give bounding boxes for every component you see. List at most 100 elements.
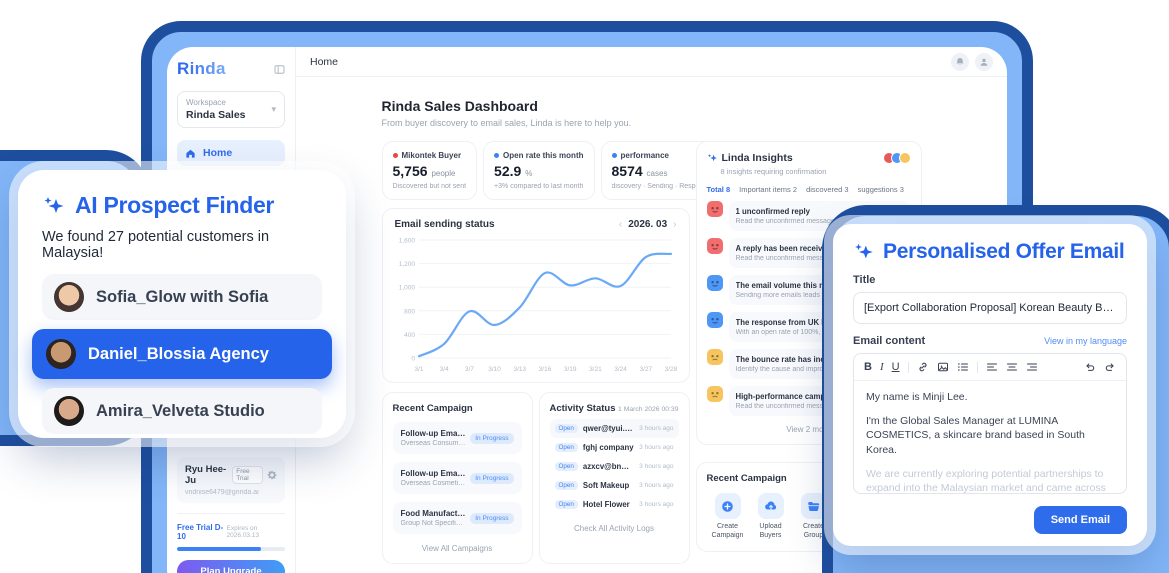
- align-right-button[interactable]: [1026, 361, 1038, 373]
- insights-tab-discovered[interactable]: discovered 3: [806, 185, 849, 194]
- bold-button[interactable]: B: [864, 360, 872, 373]
- activity-row[interactable]: Open Hotel Flower 3 hours ago: [550, 495, 679, 514]
- title-field-label: Title: [853, 274, 876, 286]
- insights-subtitle: 8 insights requiring confirmation: [720, 167, 827, 176]
- prospect-result-item[interactable]: Sofia_Glow with Sofia: [42, 274, 322, 320]
- campaign-list-item[interactable]: Follow-up Email for... Overseas Cosmetic…: [392, 462, 522, 494]
- status-badge: In Progress: [470, 432, 514, 444]
- svg-text:3/4: 3/4: [439, 366, 448, 373]
- account-button[interactable]: [975, 52, 993, 71]
- chevron-down-icon: ▾: [271, 104, 276, 114]
- check-activity-logs-link[interactable]: Check All Activity Logs: [573, 524, 655, 533]
- email-body-textarea[interactable]: My name is Minji Lee. I'm the Global Sal…: [854, 381, 1126, 493]
- yellow-emoji-icon: [898, 152, 911, 164]
- link-button[interactable]: [917, 361, 929, 373]
- stat-card-mikontek-buyer[interactable]: Mikontek Buyer 5,756 people Discovered b…: [381, 141, 478, 200]
- plus-circle-icon: [722, 500, 733, 512]
- email-paragraph: I'm the Global Sales Manager at LUMINA C…: [866, 414, 1085, 457]
- chart-title: Email sending status: [394, 219, 495, 230]
- redo-button[interactable]: [1104, 361, 1116, 373]
- stat-cards: Mikontek Buyer 5,756 people Discovered b…: [381, 141, 722, 200]
- view-all-campaigns-link[interactable]: View All Campaigns: [421, 544, 493, 553]
- card-title: Recent Campaign: [706, 473, 787, 484]
- email-title-input[interactable]: [Export Collaboration Proposal] Korean B…: [853, 292, 1127, 324]
- prospect-result-item[interactable]: Amira_Velveta Studio: [42, 388, 322, 434]
- sidebar-item-home[interactable]: Home: [177, 140, 285, 166]
- folder-icon: [808, 501, 820, 511]
- prospect-finder-title: AI Prospect Finder: [75, 192, 275, 218]
- emoji-face-icon: [706, 349, 723, 365]
- sidebar-collapse-icon[interactable]: [274, 64, 285, 75]
- emoji-face-icon: [706, 238, 723, 254]
- prospect-result-item-selected[interactable]: Daniel_Blossia Agency: [32, 329, 332, 379]
- insights-tab-suggestions[interactable]: suggestions 3: [857, 185, 904, 194]
- personalised-offer-email-popup: Personalised Offer Email Title [Export C…: [833, 224, 1147, 546]
- upload-buyers-button[interactable]: Upload Buyers: [750, 493, 792, 541]
- status-dot: [494, 153, 500, 158]
- status-badge: In Progress: [470, 472, 514, 484]
- campaign-list-item[interactable]: Follow-up Email for... Overseas Consumer…: [392, 422, 522, 454]
- campaign-desc: Overseas Cosmetics Re...: [400, 480, 467, 487]
- insights-tab-important[interactable]: Important items 2: [739, 185, 798, 194]
- email-paragraph: My name is Minji Lee.: [866, 391, 968, 403]
- breadcrumb[interactable]: Home: [310, 55, 339, 68]
- campaign-title: Food Manufacturing...: [400, 509, 467, 518]
- stat-unit: %: [525, 169, 533, 178]
- line-chart: 0 400 800 1,000 1,200 1,600 3/1 3/4 3/7 3/10 3/13 3…: [398, 238, 677, 374]
- link-icon: [919, 362, 927, 372]
- activity-time: 3 hours ago: [639, 482, 674, 489]
- activity-row[interactable]: Open fghj company 3 hours ago: [550, 438, 679, 457]
- list-button[interactable]: [957, 361, 969, 373]
- emoji-face-icon: [706, 312, 723, 328]
- plan-upgrade-button[interactable]: Plan Upgrade: [177, 560, 285, 573]
- italic-button[interactable]: I: [879, 360, 884, 373]
- campaign-desc: Group Not Specified · 0 peo...: [400, 520, 467, 527]
- workspace-selector[interactable]: Workspace Rinda Sales ▾: [177, 91, 285, 128]
- campaign-title: Follow-up Email for...: [400, 469, 467, 478]
- toolbar-divider: [907, 361, 909, 373]
- user-email: vndnise6479@grinda.ai: [185, 489, 259, 496]
- notification-button[interactable]: [951, 52, 969, 71]
- view-in-my-language-link[interactable]: View in my language: [1044, 336, 1127, 346]
- create-campaign-button[interactable]: Create Campaign: [707, 493, 749, 541]
- insights-tab-total[interactable]: Total 8: [706, 185, 731, 194]
- activity-row[interactable]: Open qwer@tyui.co.uk 3 hours ago: [549, 419, 679, 438]
- email-paragraph: We are currently exploring potential par…: [866, 467, 1106, 493]
- stat-caption: +3% compared to last month: [494, 183, 584, 190]
- prospect-finder-subtitle: We found 27 potential customers in Malay…: [42, 229, 270, 261]
- stat-label: Open rate this month: [503, 151, 584, 160]
- email-sending-status-chart: Email sending status ‹ 2026. 03 › 0 400 80…: [381, 208, 690, 383]
- undo-button[interactable]: [1084, 361, 1096, 373]
- prev-month-button[interactable]: ‹: [618, 219, 623, 230]
- home-icon: [186, 149, 195, 158]
- offer-email-title: Personalised Offer Email: [883, 240, 1125, 263]
- activity-row[interactable]: Open azxcv@bnmgd 3 hours ago: [550, 457, 679, 476]
- campaign-title: Follow-up Email for...: [400, 429, 467, 438]
- status-badge: In Progress: [470, 512, 514, 524]
- align-right-icon: [1026, 363, 1037, 371]
- activity-name: qwer@tyui.co.uk: [582, 424, 634, 433]
- avatar: [54, 396, 84, 426]
- view-more-link[interactable]: View 2 more: [786, 425, 831, 434]
- campaign-list-item[interactable]: Food Manufacturing... Group Not Specifie…: [392, 502, 522, 534]
- action-label: Create Group: [802, 523, 824, 539]
- bell-icon: [956, 57, 964, 65]
- svg-text:3/10: 3/10: [488, 366, 501, 373]
- user-profile-card[interactable]: Ryu Hee-Ju Free Trial vndnise6479@grinda…: [177, 457, 285, 503]
- send-email-button[interactable]: Send Email: [1033, 506, 1127, 534]
- svg-text:1,200: 1,200: [398, 261, 415, 268]
- gear-icon[interactable]: [267, 470, 277, 480]
- align-left-button[interactable]: [986, 361, 998, 373]
- next-month-button[interactable]: ›: [673, 219, 677, 230]
- align-center-icon: [1006, 363, 1017, 371]
- underline-button[interactable]: U: [891, 360, 900, 373]
- trial-status-box: Free Trial D-10 Expires on 2026.03.13 Pl…: [177, 513, 285, 573]
- stat-value: 52.9: [494, 163, 522, 179]
- emoji-face-icon: [706, 275, 723, 291]
- redo-icon: [1105, 363, 1114, 371]
- image-button[interactable]: [937, 361, 949, 373]
- align-center-button[interactable]: [1006, 361, 1018, 373]
- sidebar-item-label: Home: [203, 147, 233, 159]
- activity-row[interactable]: Open Soft Makeup 3 hours ago: [550, 476, 679, 495]
- stat-card-open-rate[interactable]: Open rate this month 52.9 % +3% compared…: [483, 141, 595, 200]
